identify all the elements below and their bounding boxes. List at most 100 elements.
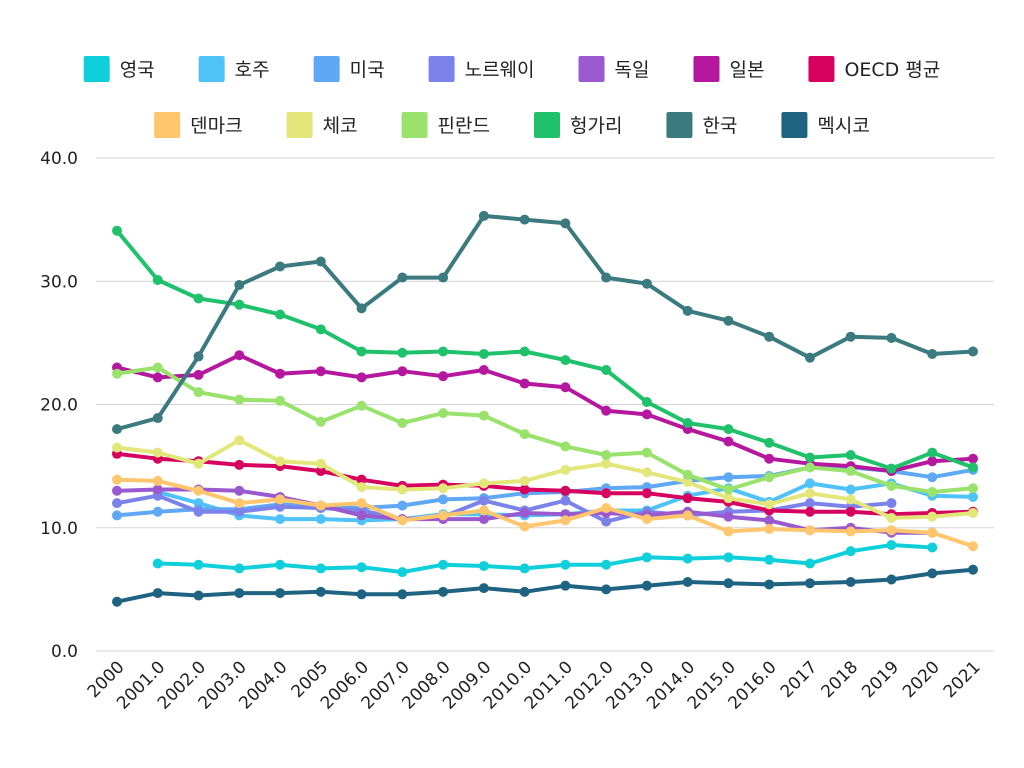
legend-label: OECD 평균 <box>844 59 940 81</box>
data-point <box>275 559 286 570</box>
data-point <box>275 368 286 379</box>
data-point <box>641 580 652 591</box>
data-point <box>152 475 163 486</box>
series-체코 <box>112 435 978 523</box>
data-point <box>275 494 286 505</box>
data-point <box>519 586 530 597</box>
data-point <box>804 478 815 489</box>
data-point <box>845 576 856 587</box>
legend-label: 헝가리 <box>570 115 622 137</box>
data-point <box>356 303 367 314</box>
data-point <box>764 472 775 483</box>
data-point <box>804 558 815 569</box>
data-point <box>356 589 367 600</box>
data-point <box>478 348 489 359</box>
data-point <box>845 331 856 342</box>
legend-label: 덴마크 <box>190 115 242 137</box>
data-point <box>723 552 734 563</box>
data-point <box>356 372 367 383</box>
data-point <box>478 505 489 516</box>
y-axis-ticks: 0.0 10.0 20.0 30.0 40.0 <box>40 149 78 662</box>
legend-label: 미국 <box>350 59 385 81</box>
data-point <box>193 351 204 362</box>
legend-item: 체코 <box>286 112 358 138</box>
data-point <box>968 483 978 494</box>
legend-label: 체코 <box>323 115 358 137</box>
data-point <box>560 495 571 506</box>
data-point <box>682 469 693 480</box>
data-point <box>764 331 775 342</box>
data-point <box>397 417 408 428</box>
data-point <box>723 484 734 495</box>
legend-swatch <box>534 112 560 138</box>
data-point <box>193 559 204 570</box>
data-point <box>478 495 489 506</box>
legend-swatch <box>401 112 428 138</box>
x-tick-label: 2018 <box>818 657 863 702</box>
legend-item: 독일 <box>578 56 649 82</box>
data-point <box>275 514 286 525</box>
data-point <box>601 516 612 527</box>
data-point <box>601 584 612 595</box>
data-point <box>968 491 978 502</box>
series-line <box>115 477 975 549</box>
legend-label: 멕시코 <box>817 115 869 137</box>
data-point <box>275 588 286 599</box>
data-point <box>927 527 938 538</box>
data-point <box>234 588 245 599</box>
data-point <box>193 506 204 517</box>
data-point <box>968 507 978 518</box>
x-tick-label: 2020 <box>899 657 944 702</box>
x-tick-label: 2017 <box>777 657 822 702</box>
x-tick-label: 2019 <box>858 657 903 702</box>
data-point <box>968 541 978 552</box>
data-point <box>641 447 652 458</box>
data-point <box>723 436 734 447</box>
data-point <box>723 472 734 483</box>
data-point <box>764 579 775 590</box>
data-point <box>804 462 815 473</box>
data-point <box>764 499 775 510</box>
y-tick-label: 30.0 <box>40 272 78 292</box>
data-point <box>927 487 938 498</box>
data-point <box>601 364 612 375</box>
data-point <box>682 477 693 488</box>
legend-item: 한국 <box>666 112 737 138</box>
legend-item: 일본 <box>693 56 764 82</box>
series-한국 <box>112 210 978 435</box>
data-point <box>927 511 938 522</box>
data-point <box>560 580 571 591</box>
data-point <box>886 574 897 585</box>
data-point <box>234 498 245 509</box>
data-point <box>682 510 693 521</box>
legend-label: 한국 <box>702 115 737 137</box>
data-point <box>968 453 978 464</box>
data-point <box>275 261 286 272</box>
data-point <box>478 210 489 221</box>
data-point <box>723 315 734 326</box>
legend-label: 호주 <box>235 59 270 81</box>
data-point <box>356 482 367 493</box>
data-point <box>315 586 326 597</box>
x-tick-label: 2021 <box>940 657 985 702</box>
data-point <box>315 416 326 427</box>
data-point <box>152 447 163 458</box>
data-point <box>438 408 449 419</box>
data-point <box>560 355 571 366</box>
y-tick-label: 40.0 <box>40 149 78 169</box>
data-point <box>682 417 693 428</box>
x-axis-ticks: 20002001.02002.02003.02004.020052006.020… <box>84 657 985 713</box>
data-point <box>234 435 245 446</box>
data-point <box>478 583 489 594</box>
legend-swatch <box>666 112 693 138</box>
data-point <box>927 447 938 458</box>
data-point <box>519 475 530 486</box>
data-point <box>193 293 204 304</box>
legend-swatch <box>198 56 225 82</box>
data-point <box>804 498 815 509</box>
data-point <box>152 506 163 517</box>
legend-label: 노르웨이 <box>465 59 535 81</box>
data-point <box>478 478 489 489</box>
data-point <box>234 394 245 405</box>
